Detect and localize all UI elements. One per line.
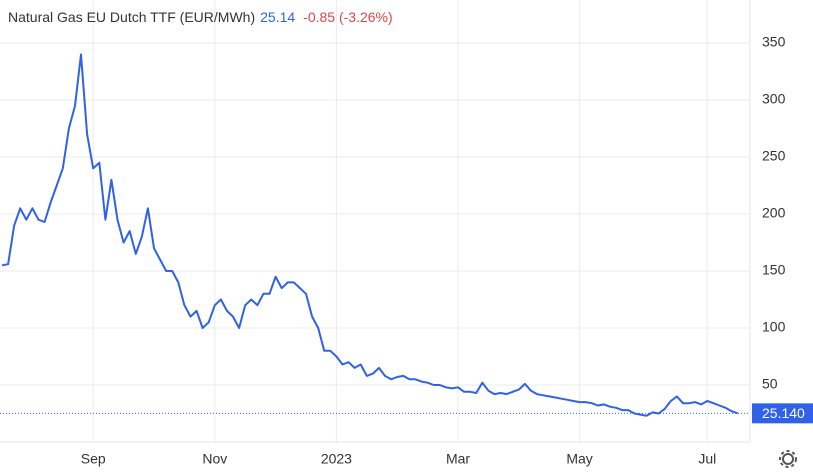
y-tick-label: 100 <box>762 319 786 335</box>
y-tick-label: 50 <box>762 376 778 392</box>
y-tick-label: 250 <box>762 148 786 164</box>
y-tick-label: 150 <box>762 262 786 278</box>
current-price-box <box>752 403 813 424</box>
title: Natural Gas EU Dutch TTF (EUR/MWh) <box>8 9 255 25</box>
x-tick-label: Nov <box>202 451 227 467</box>
change: -0.85 (-3.26%) <box>303 9 392 25</box>
price-line <box>1 53 739 417</box>
y-tick-label: 350 <box>762 34 786 50</box>
x-tick-label: May <box>566 451 592 467</box>
x-tick-label: Jul <box>698 451 716 467</box>
x-tick-label: 2023 <box>321 451 352 467</box>
price: 25.14 <box>260 9 295 25</box>
y-tick-label: 300 <box>762 91 786 107</box>
y-tick-label: 200 <box>762 205 786 221</box>
settings-icon[interactable] <box>779 450 797 468</box>
current-price-label: 25.140 <box>762 405 805 421</box>
chart-title: Natural Gas EU Dutch TTF (EUR/MWh) 25.14-… <box>8 9 393 25</box>
x-tick-label: Sep <box>81 451 106 467</box>
x-tick-label: Mar <box>446 451 470 467</box>
